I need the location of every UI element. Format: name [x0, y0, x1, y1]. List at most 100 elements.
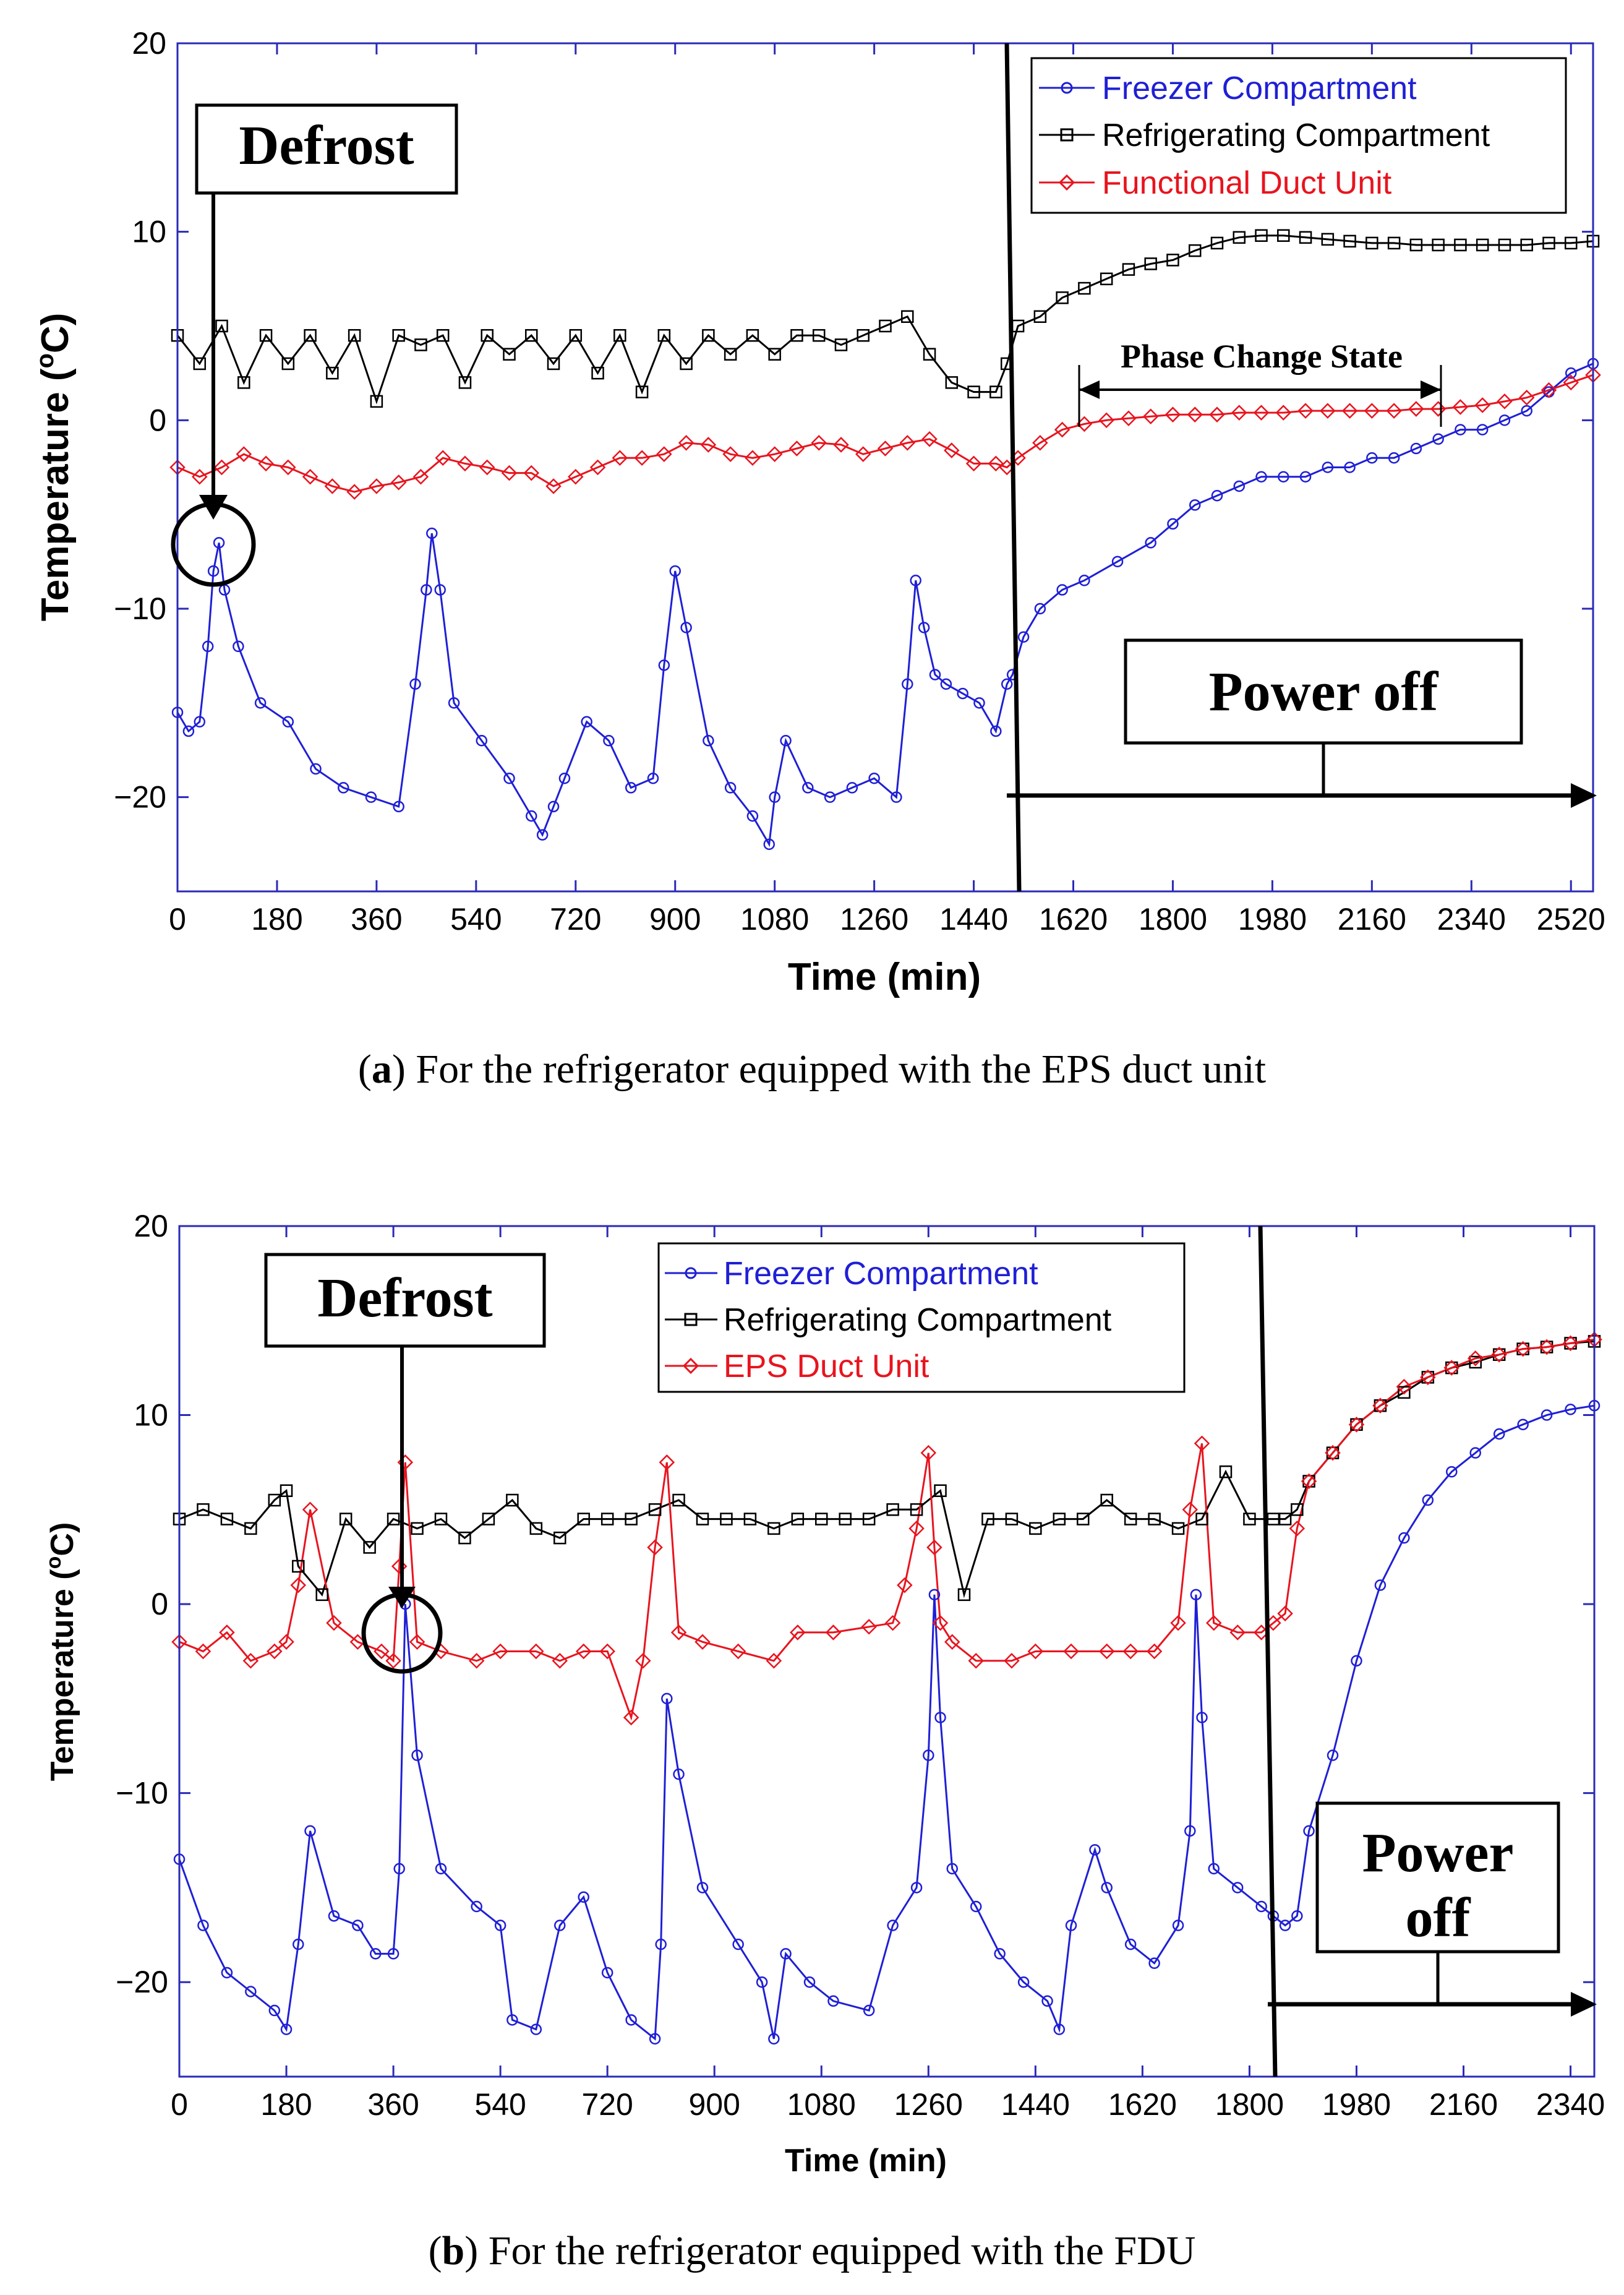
panel-a-x-tick-label-3: 540 [450, 902, 502, 937]
panel-b-series-1-point-9 [363, 1541, 376, 1554]
panel-a-series-1-point-9 [370, 395, 383, 408]
panel-a-y-axis-title-tail: C) [34, 313, 77, 353]
panel-b-x-tick-label-6: 1080 [787, 2087, 856, 2122]
panel-b-markers-group [171, 1331, 1602, 2045]
panel-a-series-2-point-40 [1032, 435, 1048, 451]
panel-a-series-1-point-37 [989, 385, 1002, 398]
panel-a-series-1-point-43 [1100, 272, 1113, 286]
panel-a-series-0-point-12 [365, 791, 377, 803]
panel-a-legend-label-duct: Functional Duct Unit [1102, 165, 1392, 201]
panel-b-series-1-point-36 [1005, 1512, 1019, 1525]
panel-b-power-off-label-1: Power [1362, 1822, 1514, 1884]
panel-a-y-tick-label-3: −10 [114, 591, 166, 626]
panel-a-series-group [176, 234, 1594, 847]
panel-a-phase-change-arrowhead-right [1421, 380, 1441, 399]
panel-a-series-0-point-40 [846, 782, 858, 794]
panel-a-series-0-point-41 [868, 772, 880, 784]
panel-a-series-line-1 [176, 234, 1594, 405]
panel-b-legend-label-freezer: Freezer Compartment [724, 1256, 1038, 1292]
panel-a-series-2-point-33 [899, 435, 916, 451]
panel-a-series-0-point-71 [1432, 433, 1444, 445]
panel-b-series-1-point-18 [577, 1512, 590, 1525]
panel-a-series-0-point-9 [282, 716, 294, 728]
panel-b-series-1-point-3 [244, 1522, 257, 1535]
panel-b-series-1-point-17 [553, 1531, 566, 1545]
panel-a-defrost-circle [171, 502, 256, 587]
panel-b-series-1-point-29 [839, 1512, 852, 1525]
panel-a-series-1-point-59 [1454, 238, 1467, 252]
panel-a-series-0-point-53 [1017, 631, 1030, 643]
panel-a-series-0-point-54 [1034, 603, 1046, 615]
panel-a-series-0-point-14 [409, 678, 421, 690]
panel-a-series-2-point-41 [1054, 421, 1071, 438]
panel-a-series-2-point-14 [479, 459, 495, 476]
panel-a-series-2-point-28 [788, 440, 805, 457]
panel-b-series-0-point-27 [673, 1768, 685, 1780]
panel-b-x-tick-label-11: 1980 [1322, 2087, 1391, 2122]
panel-b-series-0-point-4 [268, 2004, 281, 2017]
panel-b-series-2-point-33 [884, 1615, 901, 1631]
panel-a-x-axis-title: Time (min) [788, 956, 981, 998]
panel-b-caption-letter: b [442, 2228, 465, 2273]
panel-a-legend-label-freezer: Freezer Compartment [1102, 71, 1417, 106]
panel-b-series-2-point-2 [219, 1624, 235, 1641]
panel-b-series-2-point-5 [278, 1634, 294, 1650]
panel-b-series-2-point-64 [1491, 1347, 1507, 1363]
panel-b-series-0-point-65 [1374, 1579, 1387, 1591]
panel-b-series-line-0 [178, 1404, 1595, 2041]
panel-a-series-0-point-56 [1079, 575, 1090, 586]
panel-a-series-0-point-38 [802, 782, 814, 794]
panel-a-series-0-point-23 [547, 800, 560, 813]
panel-b-series-0-point-64 [1351, 1655, 1362, 1667]
panel-a-series-0-point-65 [1299, 471, 1312, 483]
panel-a-series-2-point-3 [236, 446, 252, 462]
panel-a-defrost-callout-box [195, 103, 458, 195]
panel-b-series-0-point-51 [1148, 1957, 1160, 1969]
panel-b-series-2-point-25 [659, 1454, 675, 1470]
panel-a-caption: (a) For the refrigerator equipped with t… [358, 1047, 1266, 1092]
panel-a-series-0-point-8 [254, 697, 267, 709]
panel-b-series-0-point-25 [655, 1938, 667, 1950]
panel-a-series-1-point-48 [1210, 236, 1224, 250]
panel-b-x-tick-label-2: 360 [367, 2087, 419, 2122]
panel-a-x-tick-label-12: 2160 [1338, 902, 1406, 937]
panel-a-series-1-point-28 [790, 328, 803, 342]
panel-a-series-0-point-21 [526, 810, 537, 822]
panel-b-series-1-point-54 [1398, 1386, 1411, 1399]
panel-a-series-1-point-46 [1166, 254, 1179, 267]
panel-a-series-2-point-13 [457, 455, 473, 472]
panel-a-series-0-point-57 [1111, 556, 1124, 568]
panel-a-x-tick-label-8: 1440 [939, 902, 1008, 937]
panel-b-series-1-point-25 [743, 1512, 757, 1525]
panel-a-series-0-point-61 [1211, 489, 1223, 502]
panel-a-series-0-point-34 [746, 810, 759, 822]
panel-a-series-0-point-17 [434, 584, 446, 596]
panel-a-series-1-point-53 [1321, 233, 1335, 246]
panel-a-y-axis-title: Temperature (oC) [32, 313, 77, 622]
panel-b-series-2-point-20 [575, 1643, 592, 1660]
panel-b-x-tick-label-9: 1620 [1108, 2087, 1177, 2122]
panel-b-series-1-point-57 [1469, 1355, 1482, 1369]
panel-b-legend-marker-duct [682, 1357, 699, 1375]
panel-b-series-2-point-17 [492, 1643, 508, 1660]
panel-b-series-2-point-7 [302, 1501, 318, 1518]
panel-b-series-2-point-39 [944, 1634, 960, 1650]
panel-a-series-1-point-20 [613, 328, 626, 342]
panel-a-series-1-point-57 [1409, 238, 1423, 252]
panel-b-series-0-point-26 [661, 1692, 673, 1705]
panel-b-series-0-point-46 [1053, 2023, 1066, 2035]
panel-b-series-1-point-37 [1029, 1522, 1042, 1535]
panel-a-series-0-point-77 [1565, 367, 1577, 379]
panel-b-series-2-point-16 [468, 1653, 485, 1669]
panel-b-series-0-point-69 [1469, 1447, 1481, 1459]
panel-b-series-1-point-28 [815, 1512, 828, 1525]
panel-b-series-1-point-56 [1445, 1361, 1458, 1375]
panel-b-series-1-point-45 [1219, 1465, 1233, 1478]
panel-b-series-0-point-1 [197, 1920, 209, 1931]
panel-a-series-0-point-36 [769, 791, 780, 803]
panel-a-series-1-point-56 [1387, 236, 1401, 250]
panel-b-defrost-arrowhead [388, 1587, 416, 1608]
panel-a-series-1-point-23 [680, 357, 693, 371]
panel-b-series-1-point-23 [696, 1512, 709, 1525]
